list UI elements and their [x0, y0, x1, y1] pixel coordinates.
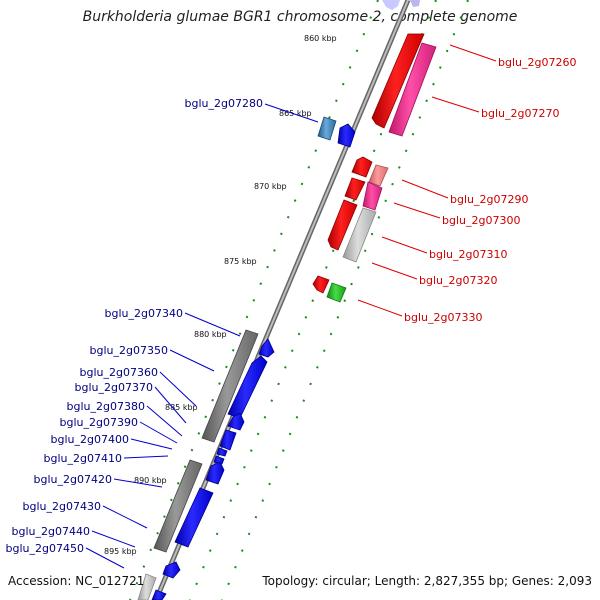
- gene-label[interactable]: bglu_2g07370: [75, 381, 153, 394]
- gene-label[interactable]: bglu_2g07380: [67, 400, 145, 413]
- gene-bglu_2g07350[interactable]: [258, 338, 275, 358]
- forward-strand-genes: [137, 116, 356, 600]
- gene-label[interactable]: bglu_2g07400: [51, 433, 129, 446]
- gene-label[interactable]: bglu_2g07260: [498, 56, 576, 69]
- genome-summary: Topology: circular; Length: 2,827,355 bp…: [262, 574, 592, 588]
- top-feature: [382, 0, 420, 10]
- gene-label[interactable]: bglu_2g07350: [90, 344, 168, 357]
- gene-bglu_2g07450[interactable]: [137, 561, 181, 600]
- gene-bglu_2g07270[interactable]: [388, 42, 437, 137]
- gene-label[interactable]: bglu_2g07300: [442, 214, 520, 227]
- scale-label: 880 kbp: [194, 330, 227, 339]
- gene-label[interactable]: bglu_2g07420: [34, 473, 112, 486]
- gene-bglu_2g07300[interactable]: [362, 164, 389, 211]
- gene-label[interactable]: bglu_2g07320: [419, 274, 497, 287]
- gene-bglu_2g07410[interactable]: [213, 447, 228, 465]
- gene-label[interactable]: bglu_2g07310: [429, 248, 507, 261]
- forward-leader-lines: [85, 103, 319, 569]
- gene-label[interactable]: bglu_2g07450: [6, 542, 84, 555]
- gene-bglu_2g07310[interactable]: [327, 199, 358, 251]
- gene-label[interactable]: bglu_2g07410: [44, 452, 122, 465]
- gene-bglu_2g07420-gray[interactable]: [153, 459, 203, 553]
- gene-bglu_2g07290[interactable]: [344, 156, 373, 201]
- gene-bglu_2g07430[interactable]: [174, 487, 214, 548]
- gene-label[interactable]: bglu_2g07340: [105, 307, 183, 320]
- gene-bglu_2g07330-a[interactable]: [312, 275, 330, 294]
- gene-label[interactable]: bglu_2g07390: [60, 416, 138, 429]
- scale-label: 870 kbp: [254, 182, 287, 191]
- gene-bglu_2g07390[interactable]: [227, 412, 245, 431]
- gene-label[interactable]: bglu_2g07290: [450, 193, 528, 206]
- scale-label: 860 kbp: [304, 34, 337, 43]
- reverse-gene-labels: bglu_2g07260 bglu_2g07270 bglu_2g07290 b…: [404, 56, 576, 324]
- scale-labels: 860 kbp 865 kbp 870 kbp 875 kbp 880 kbp …: [104, 34, 337, 556]
- gene-bglu_2g07260[interactable]: [371, 33, 425, 129]
- gene-bglu_2g07360[interactable]: [227, 355, 268, 419]
- map-title: Burkholderia glumae BGR1 chromosome 2, c…: [82, 9, 518, 25]
- gene-bglu_2g07280[interactable]: [317, 116, 356, 148]
- gene-label[interactable]: bglu_2g07360: [80, 366, 158, 379]
- scale-label: 875 kbp: [224, 257, 257, 266]
- reverse-strand-genes: [312, 33, 437, 303]
- scale-label: 885 kbp: [165, 403, 198, 412]
- gene-label[interactable]: bglu_2g07430: [23, 500, 101, 513]
- reverse-leader-lines: [357, 44, 497, 317]
- forward-gene-labels: bglu_2g07280 bglu_2g07340 bglu_2g07350 b…: [6, 97, 263, 555]
- gene-label[interactable]: bglu_2g07440: [12, 525, 90, 538]
- gene-label[interactable]: bglu_2g07330: [404, 311, 482, 324]
- accession-text: Accession: NC_012721: [8, 574, 145, 588]
- gene-bglu_2g07340[interactable]: [201, 329, 259, 443]
- scale-label: 865 kbp: [279, 109, 312, 118]
- gene-bglu_2g07400[interactable]: [219, 429, 237, 451]
- scale-label: 890 kbp: [134, 476, 167, 485]
- gene-bglu_2g07420[interactable]: [205, 461, 225, 485]
- gene-label[interactable]: bglu_2g07270: [481, 107, 559, 120]
- gene-bglu_2g07320[interactable]: [342, 207, 377, 263]
- gene-label[interactable]: bglu_2g07280: [185, 97, 263, 110]
- gene-bglu_2g07330[interactable]: [326, 282, 347, 303]
- scale-label: 895 kbp: [104, 547, 137, 556]
